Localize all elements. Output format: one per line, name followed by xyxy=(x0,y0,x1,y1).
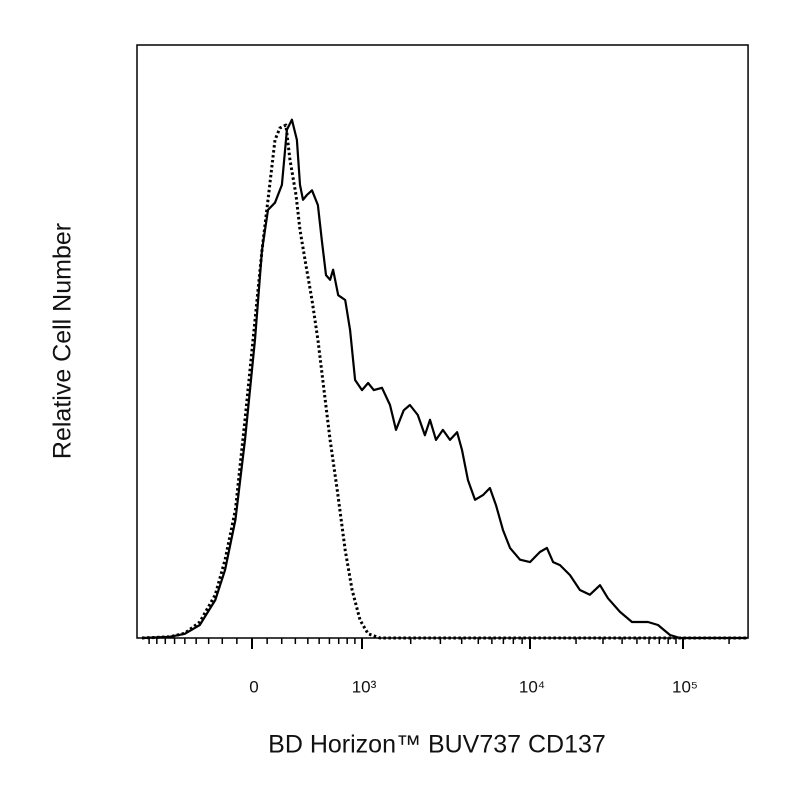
plot-frame xyxy=(136,44,749,639)
y-axis-label: Relative Cell Number xyxy=(49,223,77,459)
x-axis-label: BD Horizon™ BUV737 CD137 xyxy=(268,731,606,759)
histogram-line xyxy=(141,118,748,640)
x-tick-label: 10⁵ xyxy=(672,677,698,696)
x-tick-label: 10⁴ xyxy=(519,677,545,696)
x-tick-label: 10³ xyxy=(352,677,377,696)
x-tick-label: 0 xyxy=(249,677,258,696)
histogram-line xyxy=(141,123,748,640)
